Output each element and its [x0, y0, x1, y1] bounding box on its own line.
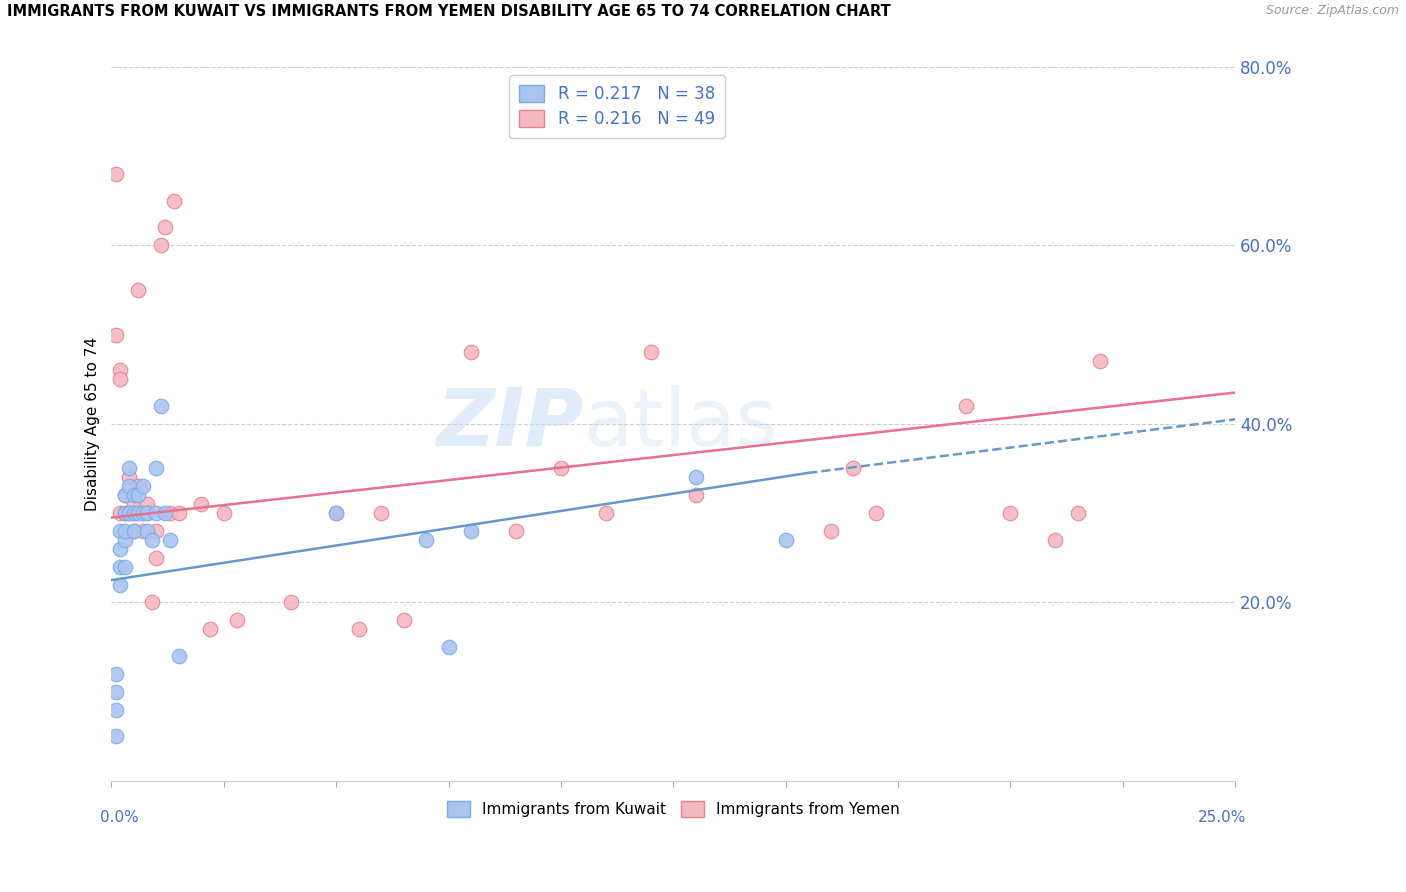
Point [392, 613, 415, 627]
Point [595, 506, 617, 520]
Text: atlas: atlas [583, 384, 778, 463]
Text: IMMIGRANTS FROM KUWAIT VS IMMIGRANTS FROM YEMEN DISABILITY AGE 65 TO 74 CORRELAT: IMMIGRANTS FROM KUWAIT VS IMMIGRANTS FRO… [7, 4, 891, 20]
Point [550, 461, 572, 475]
Point [132, 479, 155, 493]
Point [955, 399, 977, 413]
Point [127, 479, 149, 493]
Text: 25.0%: 25.0% [1198, 810, 1247, 824]
Point [415, 533, 437, 547]
Point [118, 506, 141, 520]
Point [370, 506, 392, 520]
Point [149, 238, 172, 252]
Point [114, 488, 136, 502]
Point [110, 506, 132, 520]
Text: ZIP: ZIP [436, 384, 583, 463]
Point [118, 506, 141, 520]
Point [1000, 506, 1022, 520]
Point [1090, 354, 1112, 368]
Point [110, 577, 132, 591]
Legend: Immigrants from Kuwait, Immigrants from Yemen: Immigrants from Kuwait, Immigrants from … [440, 795, 905, 823]
Point [110, 559, 132, 574]
Point [640, 345, 662, 359]
Point [104, 684, 127, 698]
Point [110, 541, 132, 556]
Point [114, 533, 136, 547]
Point [145, 506, 167, 520]
Point [460, 524, 482, 538]
Point [110, 524, 132, 538]
Point [141, 533, 163, 547]
Y-axis label: Disability Age 65 to 74: Disability Age 65 to 74 [86, 337, 100, 511]
Point [132, 506, 155, 520]
Point [132, 506, 155, 520]
Point [775, 533, 797, 547]
Text: 0.0%: 0.0% [100, 810, 139, 824]
Point [132, 524, 155, 538]
Point [110, 372, 132, 386]
Point [163, 194, 186, 208]
Point [842, 461, 865, 475]
Point [118, 479, 141, 493]
Point [685, 488, 707, 502]
Point [118, 470, 141, 484]
Point [136, 506, 159, 520]
Point [122, 506, 145, 520]
Point [167, 506, 190, 520]
Point [104, 327, 127, 342]
Point [212, 506, 235, 520]
Point [122, 488, 145, 502]
Point [136, 524, 159, 538]
Point [159, 533, 181, 547]
Point [145, 461, 167, 475]
Point [865, 506, 887, 520]
Point [1067, 506, 1090, 520]
Point [145, 550, 167, 565]
Point [685, 470, 707, 484]
Point [127, 488, 149, 502]
Point [1045, 533, 1067, 547]
Point [155, 506, 177, 520]
Point [141, 595, 163, 609]
Point [200, 622, 222, 636]
Point [104, 702, 127, 716]
Point [167, 648, 190, 663]
Point [155, 220, 177, 235]
Point [136, 497, 159, 511]
Point [114, 506, 136, 520]
Point [136, 506, 159, 520]
Text: Source: ZipAtlas.com: Source: ZipAtlas.com [1265, 4, 1399, 18]
Point [149, 399, 172, 413]
Point [347, 622, 370, 636]
Point [437, 640, 460, 654]
Point [114, 488, 136, 502]
Point [122, 497, 145, 511]
Point [460, 345, 482, 359]
Point [325, 506, 347, 520]
Point [104, 666, 127, 681]
Point [114, 506, 136, 520]
Point [114, 524, 136, 538]
Point [127, 506, 149, 520]
Point [226, 613, 249, 627]
Point [505, 524, 527, 538]
Point [104, 167, 127, 181]
Point [159, 506, 181, 520]
Point [122, 524, 145, 538]
Point [110, 363, 132, 377]
Point [114, 559, 136, 574]
Point [280, 595, 302, 609]
Point [127, 283, 149, 297]
Point [325, 506, 347, 520]
Point [122, 506, 145, 520]
Point [820, 524, 842, 538]
Point [118, 461, 141, 475]
Point [190, 497, 212, 511]
Point [145, 524, 167, 538]
Point [104, 730, 127, 744]
Point [122, 524, 145, 538]
